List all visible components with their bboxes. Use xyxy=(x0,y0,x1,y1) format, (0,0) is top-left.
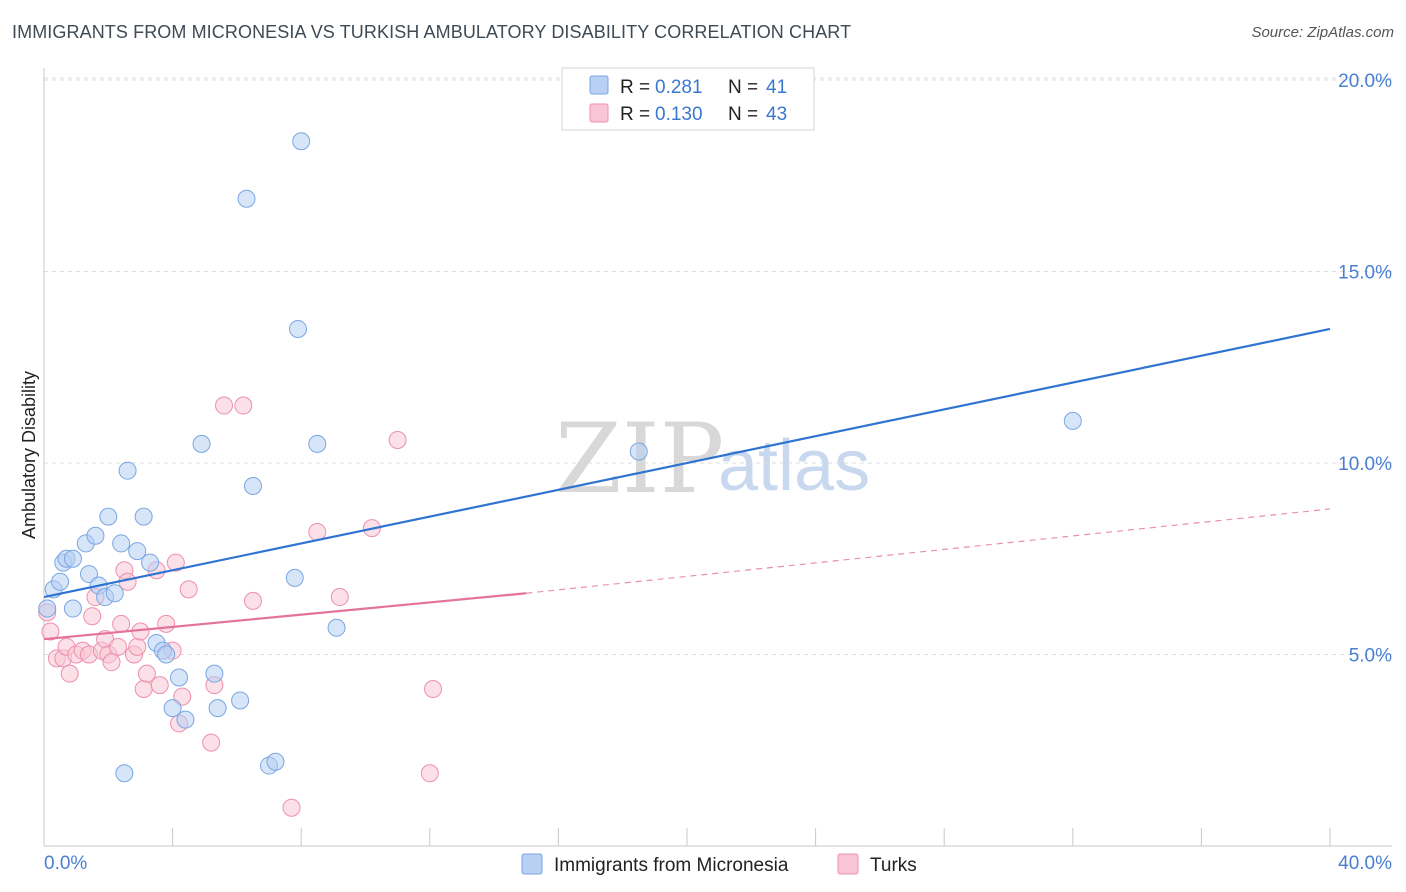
watermark: ZIP atlas xyxy=(555,403,870,515)
y-tick-labels: 5.0% 10.0% 15.0% 20.0% xyxy=(1338,71,1392,667)
turks-point xyxy=(83,607,102,626)
x-ticks xyxy=(43,828,1331,846)
micronesia-point xyxy=(237,189,256,208)
legend-r-label-micronesia: R = xyxy=(620,77,650,98)
micronesia-point xyxy=(243,476,262,495)
turks-points xyxy=(38,396,443,817)
micronesia-point xyxy=(288,319,307,338)
micronesia-point xyxy=(99,507,118,526)
turks-point xyxy=(134,679,153,698)
micronesia-point xyxy=(86,526,105,545)
gridlines xyxy=(44,77,1392,655)
turks-point xyxy=(330,588,349,607)
turks-point xyxy=(420,764,439,783)
turks-point xyxy=(215,396,234,415)
x-tick-label-min: 0.0% xyxy=(44,853,87,874)
micronesia-point xyxy=(266,752,285,771)
micronesia-point xyxy=(51,572,70,591)
micronesia-trend-line xyxy=(43,327,1331,599)
micronesia-point xyxy=(629,442,648,461)
micronesia-point xyxy=(115,764,134,783)
axes xyxy=(43,68,1392,847)
y-tick-label: 20.0% xyxy=(1338,71,1392,92)
trend-lines xyxy=(43,327,1331,641)
watermark-atlas: atlas xyxy=(718,426,870,506)
turks-point xyxy=(128,637,147,656)
legend-n-label-micronesia: N = xyxy=(728,77,758,98)
bottom-legend-swatch-turks xyxy=(837,853,859,875)
turks-point xyxy=(166,553,185,572)
bottom-legend: Immigrants from Micronesia Turks xyxy=(521,853,917,876)
legend-n-label-turks: N = xyxy=(728,104,758,125)
chart-title: IMMIGRANTS FROM MICRONESIA VS TURKISH AM… xyxy=(12,22,852,42)
legend-r-value-turks: 0.130 xyxy=(655,104,703,125)
turks-trend-extension xyxy=(526,508,1331,594)
micronesia-point xyxy=(1063,411,1082,430)
x-tick-label-max: 40.0% xyxy=(1338,853,1392,874)
turks-point xyxy=(60,664,79,683)
y-tick-label: 10.0% xyxy=(1338,454,1392,475)
micronesia-point xyxy=(231,691,250,710)
legend-n-value-turks: 43 xyxy=(766,104,787,125)
turks-point xyxy=(243,591,262,610)
legend-n-value-micronesia: 41 xyxy=(766,77,787,98)
micronesia-point xyxy=(118,461,137,480)
micronesia-point xyxy=(157,645,176,664)
legend: R = 0.281 N = 41 R = 0.130 N = 43 xyxy=(561,67,815,131)
legend-r-value-micronesia: 0.281 xyxy=(655,77,703,98)
turks-point xyxy=(173,687,192,706)
bottom-legend-turks: Turks xyxy=(870,855,917,876)
turks-point xyxy=(179,580,198,599)
turks-point xyxy=(41,622,60,641)
y-tick-label: 5.0% xyxy=(1349,646,1392,667)
source-credit: Source: ZipAtlas.com xyxy=(1251,24,1394,41)
legend-swatch-turks xyxy=(589,103,609,123)
turks-point xyxy=(137,664,156,683)
micronesia-point xyxy=(285,568,304,587)
turks-point xyxy=(102,653,121,672)
y-tick-label: 15.0% xyxy=(1338,263,1392,284)
bottom-legend-swatch-micronesia xyxy=(521,853,543,875)
micronesia-point xyxy=(170,668,189,687)
legend-swatch-micronesia xyxy=(589,75,609,95)
micronesia-point xyxy=(192,434,211,453)
turks-point xyxy=(202,733,221,752)
micronesia-point xyxy=(134,507,153,526)
turks-point xyxy=(424,679,443,698)
y-axis-label: Ambulatory Disability xyxy=(19,371,39,539)
turks-point xyxy=(388,431,407,450)
legend-r-label-turks: R = xyxy=(620,104,650,125)
micronesia-points xyxy=(38,132,1082,783)
micronesia-point xyxy=(205,664,224,683)
micronesia-point xyxy=(308,434,327,453)
micronesia-point xyxy=(141,553,160,572)
micronesia-point xyxy=(163,699,182,718)
turks-point xyxy=(234,396,253,415)
micronesia-point xyxy=(292,132,311,151)
micronesia-point xyxy=(105,584,124,603)
micronesia-point xyxy=(112,534,131,553)
turks-point xyxy=(150,676,169,695)
micronesia-point xyxy=(63,599,82,618)
turks-point xyxy=(157,614,176,633)
turks-point xyxy=(112,614,131,633)
turks-point xyxy=(282,798,301,817)
micronesia-point xyxy=(327,618,346,637)
micronesia-point xyxy=(176,710,195,729)
bottom-legend-micronesia: Immigrants from Micronesia xyxy=(554,855,789,876)
micronesia-point xyxy=(128,542,147,561)
turks-point xyxy=(108,637,127,656)
micronesia-point xyxy=(63,549,82,568)
micronesia-point xyxy=(208,699,227,718)
micronesia-point xyxy=(38,599,57,618)
micronesia-point xyxy=(80,565,99,584)
turks-trend-line xyxy=(43,592,527,641)
